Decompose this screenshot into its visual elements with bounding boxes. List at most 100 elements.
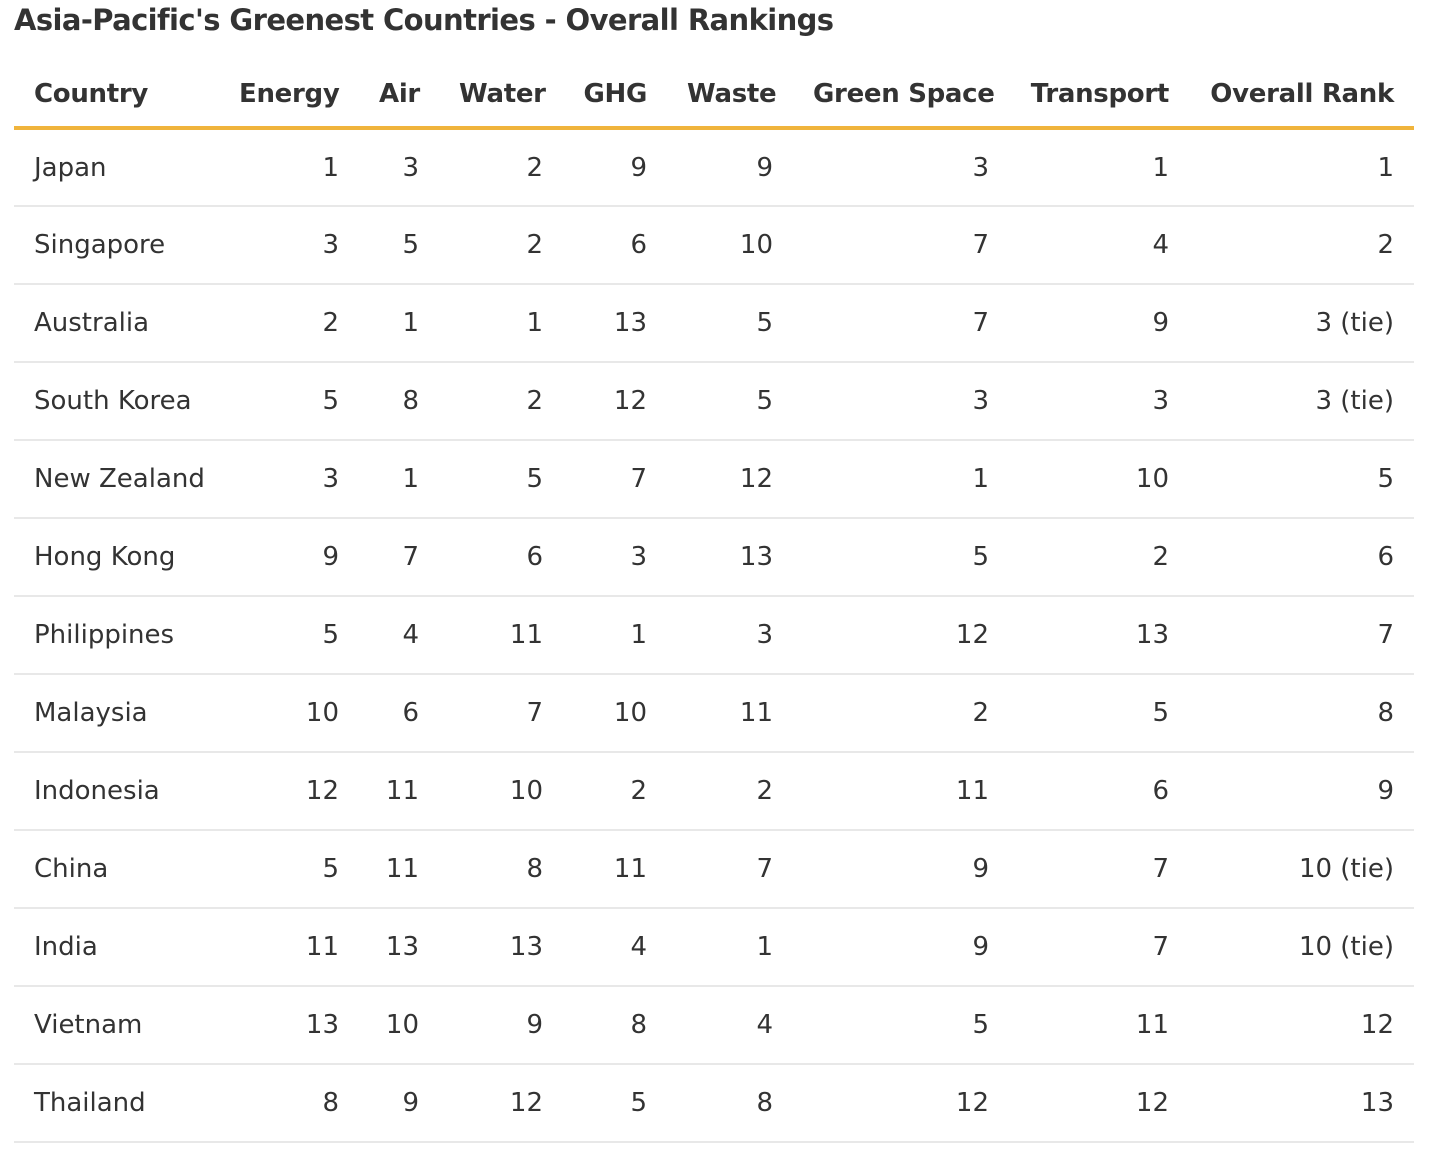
water-cell: 11 (439, 596, 563, 675)
water-cell: 12 (439, 1064, 563, 1143)
column-header-air[interactable]: Air (359, 62, 439, 130)
green-space-cell: 12 (793, 1064, 1009, 1143)
column-header-green-space[interactable]: Green Space (793, 62, 1009, 130)
waste-cell: 13 (667, 518, 793, 597)
table-header-row: Country Energy Air Water GHG Waste Green… (14, 62, 1414, 130)
column-header-ghg[interactable]: GHG (563, 62, 667, 130)
transport-cell: 1 (1009, 128, 1189, 207)
green-space-cell: 1 (793, 440, 1009, 519)
transport-cell: 7 (1009, 908, 1189, 987)
energy-cell: 1 (219, 128, 359, 207)
transport-cell: 2 (1009, 518, 1189, 597)
table-row: Singapore 3 5 2 6 10 7 4 2 (14, 206, 1414, 285)
waste-cell: 2 (667, 752, 793, 831)
energy-cell: 5 (219, 596, 359, 675)
water-cell: 13 (439, 908, 563, 987)
table-row: Thailand 8 9 12 5 8 12 12 13 (14, 1064, 1414, 1143)
column-header-waste[interactable]: Waste (667, 62, 793, 130)
transport-cell: 10 (1009, 440, 1189, 519)
country-cell: Singapore (14, 206, 219, 285)
transport-cell: 12 (1009, 1064, 1189, 1143)
green-space-cell: 5 (793, 518, 1009, 597)
waste-cell: 1 (667, 908, 793, 987)
green-space-cell: 5 (793, 986, 1009, 1065)
air-cell: 1 (359, 284, 439, 363)
overall-rank-cell: 3 (tie) (1189, 284, 1414, 363)
ghg-cell: 3 (563, 518, 667, 597)
air-cell: 10 (359, 986, 439, 1065)
country-cell: Japan (14, 128, 219, 207)
page-title: Asia-Pacific's Greenest Countries - Over… (14, 3, 834, 37)
transport-cell: 3 (1009, 362, 1189, 441)
ghg-cell: 7 (563, 440, 667, 519)
column-header-water[interactable]: Water (439, 62, 563, 130)
table-row: Philippines 5 4 11 1 3 12 13 7 (14, 596, 1414, 675)
waste-cell: 4 (667, 986, 793, 1065)
column-header-energy[interactable]: Energy (219, 62, 359, 130)
table-body: Japan 1 3 2 9 9 3 1 1 Singapore 3 5 2 6 10 7 4 2 Australia… (14, 128, 1414, 1143)
water-cell: 10 (439, 752, 563, 831)
air-cell: 11 (359, 830, 439, 909)
table-row: China 5 11 8 11 7 9 7 10 (tie) (14, 830, 1414, 909)
overall-rank-cell: 2 (1189, 206, 1414, 285)
transport-cell: 5 (1009, 674, 1189, 753)
energy-cell: 5 (219, 362, 359, 441)
water-cell: 2 (439, 206, 563, 285)
country-cell: China (14, 830, 219, 909)
transport-cell: 6 (1009, 752, 1189, 831)
country-cell: Thailand (14, 1064, 219, 1143)
table-row: Vietnam 13 10 9 8 4 5 11 12 (14, 986, 1414, 1065)
water-cell: 2 (439, 128, 563, 207)
ghg-cell: 1 (563, 596, 667, 675)
ghg-cell: 5 (563, 1064, 667, 1143)
water-cell: 2 (439, 362, 563, 441)
country-cell: South Korea (14, 362, 219, 441)
air-cell: 5 (359, 206, 439, 285)
ghg-cell: 12 (563, 362, 667, 441)
waste-cell: 10 (667, 206, 793, 285)
table-row: Australia 2 1 1 13 5 7 9 3 (tie) (14, 284, 1414, 363)
waste-cell: 9 (667, 128, 793, 207)
air-cell: 7 (359, 518, 439, 597)
overall-rank-cell: 10 (tie) (1189, 908, 1414, 987)
energy-cell: 2 (219, 284, 359, 363)
column-header-transport[interactable]: Transport (1009, 62, 1189, 130)
overall-rank-cell: 13 (1189, 1064, 1414, 1143)
air-cell: 8 (359, 362, 439, 441)
water-cell: 8 (439, 830, 563, 909)
rankings-table: Country Energy Air Water GHG Waste Green… (14, 62, 1414, 1143)
country-cell: India (14, 908, 219, 987)
overall-rank-cell: 10 (tie) (1189, 830, 1414, 909)
green-space-cell: 3 (793, 362, 1009, 441)
overall-rank-cell: 12 (1189, 986, 1414, 1065)
waste-cell: 7 (667, 830, 793, 909)
ghg-cell: 2 (563, 752, 667, 831)
table-row: India 11 13 13 4 1 9 7 10 (tie) (14, 908, 1414, 987)
air-cell: 3 (359, 128, 439, 207)
country-cell: Vietnam (14, 986, 219, 1065)
ghg-cell: 6 (563, 206, 667, 285)
column-header-country[interactable]: Country (14, 62, 219, 130)
energy-cell: 13 (219, 986, 359, 1065)
air-cell: 9 (359, 1064, 439, 1143)
overall-rank-cell: 1 (1189, 128, 1414, 207)
air-cell: 11 (359, 752, 439, 831)
table-row: South Korea 5 8 2 12 5 3 3 3 (tie) (14, 362, 1414, 441)
ghg-cell: 11 (563, 830, 667, 909)
waste-cell: 5 (667, 362, 793, 441)
air-cell: 6 (359, 674, 439, 753)
water-cell: 1 (439, 284, 563, 363)
air-cell: 4 (359, 596, 439, 675)
transport-cell: 4 (1009, 206, 1189, 285)
energy-cell: 10 (219, 674, 359, 753)
country-cell: Hong Kong (14, 518, 219, 597)
water-cell: 9 (439, 986, 563, 1065)
table-row: Malaysia 10 6 7 10 11 2 5 8 (14, 674, 1414, 753)
transport-cell: 7 (1009, 830, 1189, 909)
overall-rank-cell: 9 (1189, 752, 1414, 831)
table-row: Indonesia 12 11 10 2 2 11 6 9 (14, 752, 1414, 831)
water-cell: 7 (439, 674, 563, 753)
waste-cell: 5 (667, 284, 793, 363)
country-cell: Malaysia (14, 674, 219, 753)
column-header-overall-rank[interactable]: Overall Rank (1189, 62, 1414, 130)
